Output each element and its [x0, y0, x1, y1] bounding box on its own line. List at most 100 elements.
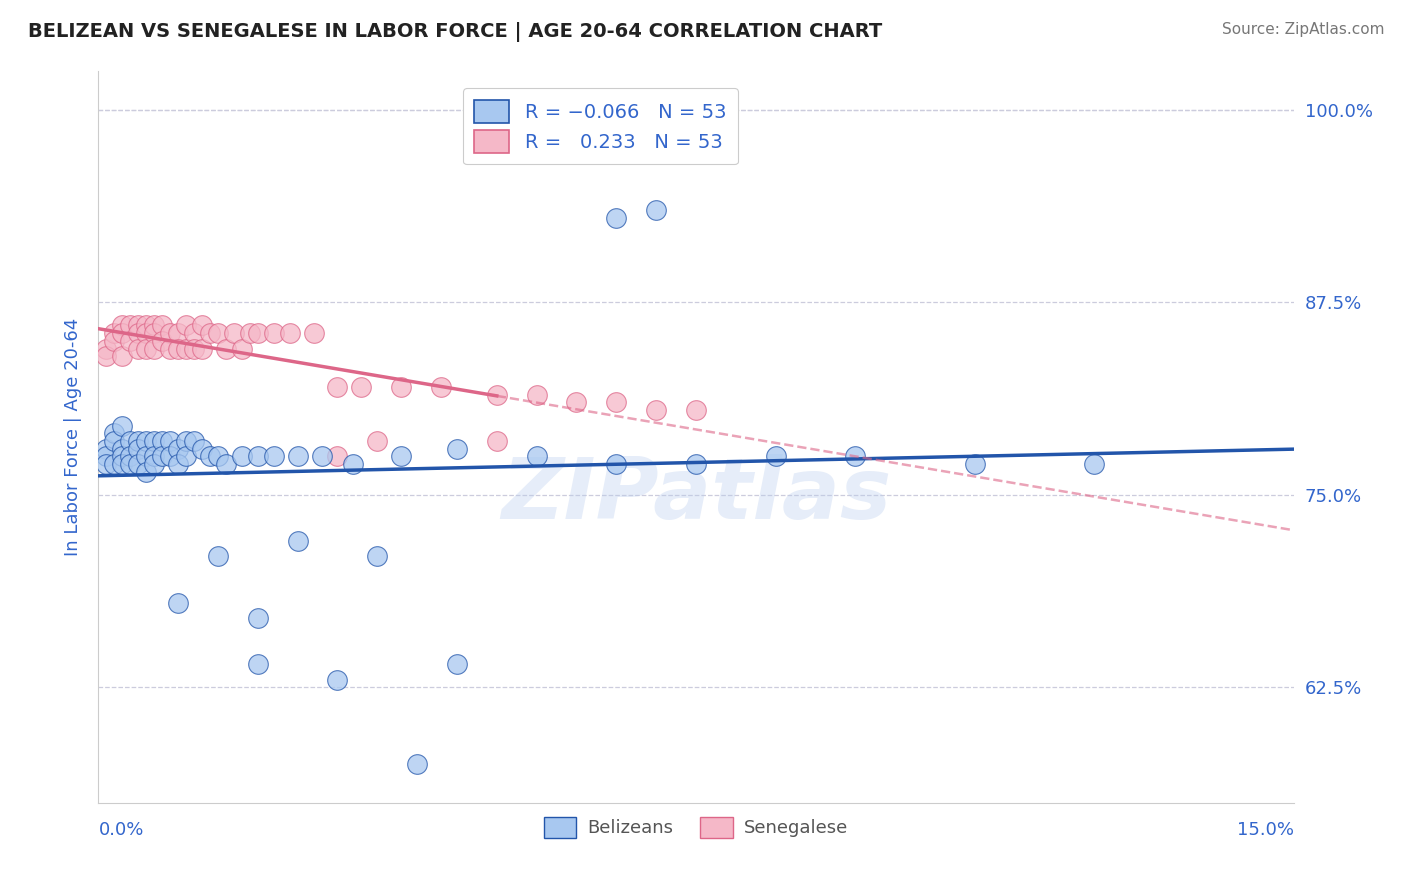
Point: [246, 326, 269, 340]
Point: [96, 342, 118, 356]
Point: [96, 457, 118, 471]
Point: [263, 326, 285, 340]
Point: [605, 457, 627, 471]
Point: [605, 395, 627, 409]
Point: [143, 450, 166, 464]
Point: [103, 334, 125, 348]
Point: [287, 534, 309, 549]
Point: [111, 418, 134, 433]
Point: [111, 457, 134, 471]
Point: [963, 457, 986, 471]
Point: [446, 442, 468, 456]
Point: [150, 334, 173, 348]
Point: [111, 326, 134, 340]
Y-axis label: In Labor Force | Age 20-64: In Labor Force | Age 20-64: [63, 318, 82, 557]
Point: [120, 334, 142, 348]
Point: [645, 403, 668, 417]
Point: [239, 326, 262, 340]
Point: [167, 457, 190, 471]
Point: [174, 450, 197, 464]
Point: [645, 202, 668, 217]
Point: [215, 342, 238, 356]
Point: [526, 388, 548, 402]
Point: [191, 342, 214, 356]
Point: [127, 342, 149, 356]
Point: [526, 450, 548, 464]
Point: [111, 442, 134, 456]
Point: [127, 434, 149, 448]
Point: [167, 342, 190, 356]
Point: [120, 450, 142, 464]
Point: [143, 342, 166, 356]
Point: [135, 450, 157, 464]
Point: [96, 450, 118, 464]
Point: [278, 326, 301, 340]
Text: 0.0%: 0.0%: [98, 822, 143, 839]
Point: [127, 318, 149, 333]
Legend: Belizeans, Senegalese: Belizeans, Senegalese: [537, 810, 855, 845]
Point: [127, 442, 149, 456]
Point: [446, 657, 468, 672]
Point: [127, 457, 149, 471]
Point: [120, 318, 142, 333]
Point: [430, 380, 453, 394]
Point: [135, 342, 157, 356]
Point: [143, 318, 166, 333]
Point: [135, 465, 157, 479]
Point: [174, 342, 197, 356]
Point: [485, 388, 508, 402]
Point: [246, 657, 269, 672]
Point: [207, 450, 229, 464]
Point: [120, 434, 142, 448]
Point: [366, 434, 388, 448]
Point: [150, 318, 173, 333]
Point: [159, 326, 181, 340]
Point: [143, 434, 166, 448]
Point: [685, 457, 707, 471]
Point: [222, 326, 245, 340]
Point: [111, 450, 134, 464]
Point: [326, 673, 349, 687]
Point: [159, 450, 181, 464]
Point: [326, 450, 349, 464]
Point: [167, 596, 190, 610]
Point: [207, 326, 229, 340]
Point: [389, 380, 412, 394]
Point: [167, 326, 190, 340]
Text: ZIPatlas: ZIPatlas: [501, 454, 891, 537]
Point: [366, 549, 388, 564]
Point: [311, 450, 333, 464]
Point: [406, 757, 429, 772]
Point: [207, 549, 229, 564]
Point: [103, 434, 125, 448]
Point: [96, 349, 118, 363]
Point: [150, 450, 173, 464]
Text: Source: ZipAtlas.com: Source: ZipAtlas.com: [1222, 22, 1385, 37]
Text: BELIZEAN VS SENEGALESE IN LABOR FORCE | AGE 20-64 CORRELATION CHART: BELIZEAN VS SENEGALESE IN LABOR FORCE | …: [28, 22, 883, 42]
Point: [135, 434, 157, 448]
Point: [111, 318, 134, 333]
Point: [191, 442, 214, 456]
Text: 15.0%: 15.0%: [1236, 822, 1294, 839]
Point: [198, 450, 221, 464]
Point: [287, 450, 309, 464]
Point: [159, 434, 181, 448]
Point: [159, 342, 181, 356]
Point: [135, 326, 157, 340]
Point: [215, 457, 238, 471]
Point: [191, 318, 214, 333]
Point: [198, 326, 221, 340]
Point: [174, 434, 197, 448]
Point: [263, 450, 285, 464]
Point: [174, 318, 197, 333]
Point: [120, 457, 142, 471]
Point: [183, 326, 205, 340]
Point: [135, 318, 157, 333]
Point: [143, 457, 166, 471]
Point: [342, 457, 364, 471]
Point: [143, 326, 166, 340]
Point: [685, 403, 707, 417]
Point: [326, 380, 349, 394]
Point: [389, 450, 412, 464]
Point: [150, 434, 173, 448]
